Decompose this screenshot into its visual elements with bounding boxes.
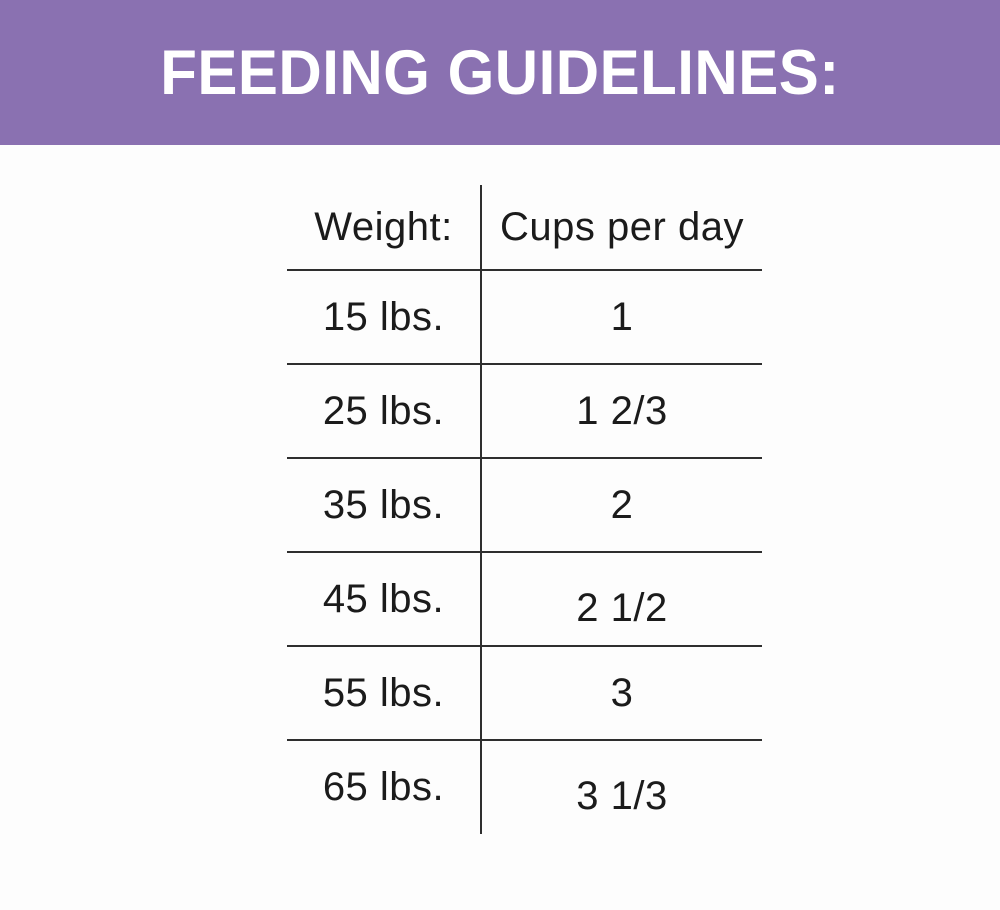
table-row: 65 lbs. 3 1/3 — [287, 740, 762, 834]
table-row: 35 lbs. 2 — [287, 458, 762, 553]
weight-cell: 55 lbs. — [287, 646, 481, 741]
weight-cell: 65 lbs. — [322, 765, 445, 809]
column-header-weight: Weight: — [287, 185, 481, 271]
feeding-guidelines-table: Weight: Cups per day 15 lbs. 1 25 lbs. 1… — [287, 185, 762, 834]
cups-value: 3 1/3 — [576, 774, 668, 818]
table-row: 45 lbs. 2 1/2 — [287, 552, 762, 647]
cups-cell: 3 — [480, 646, 762, 741]
page-title: FEEDING GUIDELINES: — [160, 37, 840, 108]
weight-cell: 35 lbs. — [287, 458, 481, 553]
cups-cell: 3 1/3 — [480, 740, 762, 834]
table-header-row: Weight: Cups per day — [287, 185, 762, 271]
column-header-cups: Cups per day — [480, 185, 762, 271]
table-row: 15 lbs. 1 — [287, 270, 762, 365]
weight-cell: 15 lbs. — [287, 270, 481, 365]
table-row: 55 lbs. 3 — [287, 646, 762, 741]
cups-cell: 1 — [480, 270, 762, 365]
weight-cell: 25 lbs. — [287, 364, 481, 459]
cups-value: 2 1/2 — [576, 585, 668, 630]
cups-cell: 1 2/3 — [480, 364, 762, 459]
weight-cell: 45 lbs. — [287, 552, 481, 647]
cups-cell: 2 1/2 — [480, 552, 762, 647]
feeding-guidelines-banner: FEEDING GUIDELINES: — [0, 0, 1000, 145]
table-row: 25 lbs. 1 2/3 — [287, 364, 762, 459]
cups-cell: 2 — [480, 458, 762, 553]
